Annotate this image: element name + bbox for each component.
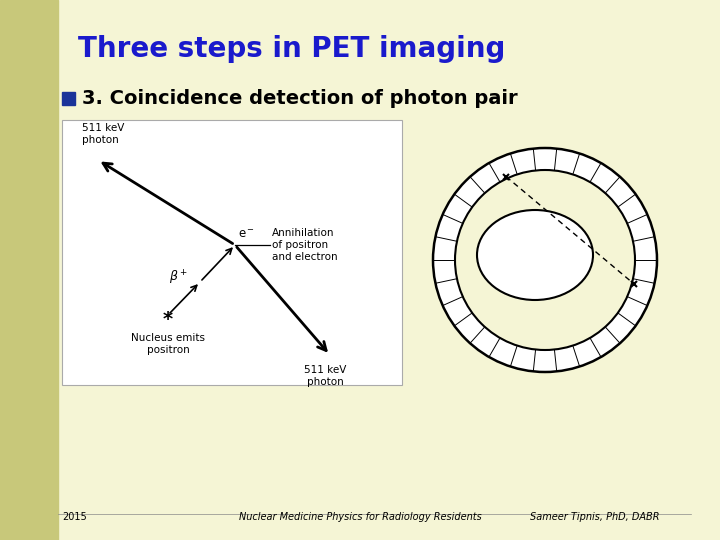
Text: Nuclear Medicine Physics for Radiology Residents: Nuclear Medicine Physics for Radiology R… (238, 512, 482, 522)
Text: 511 keV
photon: 511 keV photon (82, 124, 125, 145)
Text: e$^-$: e$^-$ (238, 228, 255, 241)
Text: Annihilation
of positron
and electron: Annihilation of positron and electron (272, 228, 338, 261)
Text: $\beta^+$: $\beta^+$ (169, 269, 188, 287)
Text: 3. Coincidence detection of photon pair: 3. Coincidence detection of photon pair (82, 90, 518, 109)
Text: 511 keV
photon: 511 keV photon (304, 365, 346, 387)
Ellipse shape (455, 170, 635, 350)
Text: 2015: 2015 (62, 512, 86, 522)
Bar (0, 0, 58, 540)
Text: Three steps in PET imaging: Three steps in PET imaging (78, 35, 505, 63)
Bar (62, 120, 402, 385)
Ellipse shape (433, 148, 657, 372)
Text: Sameer Tipnis, PhD, DABR: Sameer Tipnis, PhD, DABR (531, 512, 660, 522)
Ellipse shape (477, 210, 593, 300)
Text: Nucleus emits
positron: Nucleus emits positron (131, 333, 205, 355)
Text: *: * (163, 310, 173, 329)
Bar (62, 92, 75, 105)
